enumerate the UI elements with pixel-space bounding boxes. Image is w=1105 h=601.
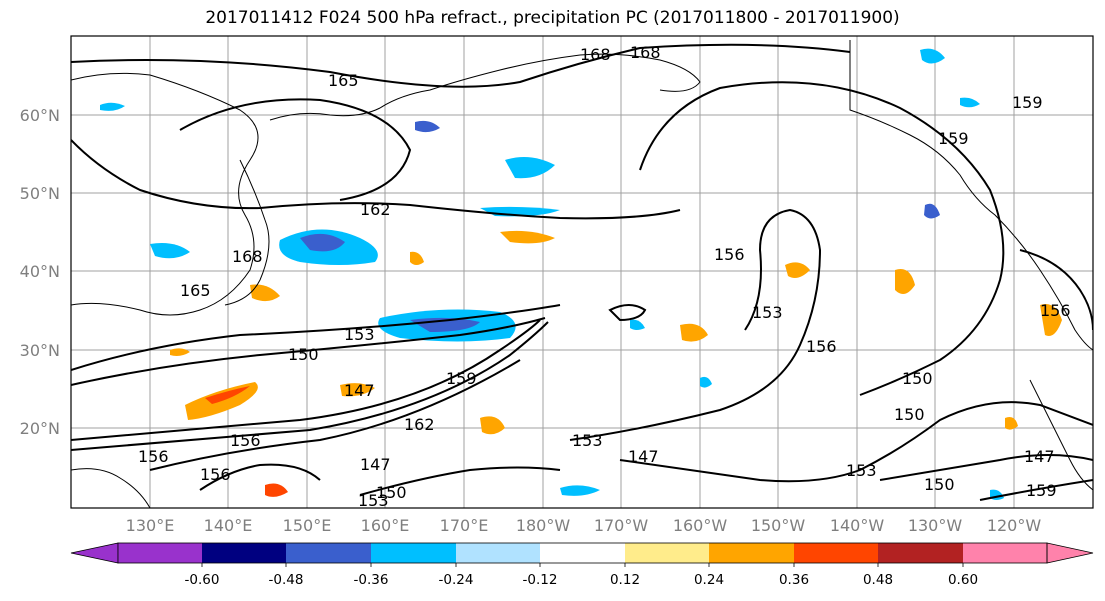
contour-label: 159 — [1012, 93, 1043, 112]
colorbar-segment — [963, 543, 1047, 563]
longitude-labels: 130°E 140°E 150°E 160°E 170°E 180°W 170°… — [126, 516, 1042, 535]
contour-label: 147 — [360, 455, 391, 474]
lon-label: 180°W — [516, 516, 571, 535]
colorbar-segment — [625, 543, 709, 563]
coastlines — [71, 40, 1093, 508]
lon-label: 160°E — [361, 516, 410, 535]
contour-label: 159 — [1026, 481, 1057, 500]
contour-label: 156 — [230, 431, 261, 450]
contour-label: 153 — [752, 303, 783, 322]
contour-label: 156 — [714, 245, 745, 264]
lon-label: 160°W — [673, 516, 728, 535]
contour-label: 153 — [358, 491, 389, 510]
contour-label: 156 — [200, 465, 231, 484]
contour-label: 165 — [328, 71, 359, 90]
lon-label: 130°E — [126, 516, 175, 535]
map-title: 2017011412 F024 500 hPa refract., precip… — [205, 8, 900, 28]
lat-label: 20°N — [20, 419, 60, 438]
contour-label: 150 — [924, 475, 955, 494]
colorbar-segment — [794, 543, 878, 563]
contour-label: 150 — [902, 369, 933, 388]
contour-label: 162 — [404, 415, 435, 434]
contour-label: 147 — [344, 381, 375, 400]
contour-label: 165 — [180, 281, 211, 300]
colorbar-tick: 0.24 — [694, 572, 724, 588]
contour-label: 150 — [376, 483, 407, 502]
colorbar-tick: 0.48 — [863, 572, 893, 588]
contour-label: 153 — [572, 431, 603, 450]
contour-label: 147 — [628, 447, 659, 466]
lon-label: 150°W — [751, 516, 806, 535]
contour-label: 153 — [846, 461, 877, 480]
contour-label: 156 — [806, 337, 837, 356]
colorbar-tick: 0.12 — [610, 572, 640, 588]
colorbar-tick: -0.12 — [523, 572, 558, 588]
colorbar-segment — [118, 543, 202, 563]
contour-label: 168 — [630, 43, 661, 62]
lon-label: 140°E — [204, 516, 253, 535]
contour-label: 150 — [288, 345, 319, 364]
contour-label: 156 — [138, 447, 169, 466]
lat-label: 30°N — [20, 341, 60, 360]
colorbar-tick: 0.60 — [948, 572, 978, 588]
lon-label: 120°W — [987, 516, 1042, 535]
colorbar-segment — [371, 543, 456, 563]
colorbar-segment — [202, 543, 286, 563]
contour-label: 150 — [894, 405, 925, 424]
precipitation-shading — [100, 48, 1062, 500]
colorbar-segment — [709, 543, 794, 563]
colorbar-tick: -0.48 — [269, 572, 304, 588]
colorbar: -0.60 -0.48 -0.36 -0.24 -0.12 0.12 0.24 … — [70, 542, 1094, 588]
lat-label: 60°N — [20, 106, 60, 125]
colorbar-extend-high — [1046, 542, 1094, 564]
colorbar-tick: -0.60 — [185, 572, 220, 588]
contour-label: 147 — [1024, 447, 1055, 466]
colorbar-frame — [117, 542, 1048, 564]
lon-label: 150°E — [283, 516, 332, 535]
contour-labels: 165 168 168 168 159 159 162 168 165 156 … — [138, 43, 1071, 510]
lon-label: 140°W — [830, 516, 885, 535]
contour-label: 153 — [344, 325, 375, 344]
colorbar-segment — [540, 543, 625, 563]
contour-label: 159 — [446, 369, 477, 388]
colorbar-tick: 0.36 — [779, 572, 809, 588]
contour-label: 162 — [360, 200, 391, 219]
colorbar-segment — [286, 543, 371, 563]
lat-label: 40°N — [20, 262, 60, 281]
lat-label: 50°N — [20, 184, 60, 203]
map-frame — [70, 35, 1094, 509]
contour-label: 168 — [232, 247, 263, 266]
contour-label: 156 — [1040, 301, 1071, 320]
lon-label: 130°W — [908, 516, 963, 535]
lon-label: 170°E — [440, 516, 489, 535]
contour-label: 159 — [938, 129, 969, 148]
colorbar-segment — [456, 543, 540, 563]
colorbar-tick: -0.24 — [439, 572, 474, 588]
contour-label: 168 — [580, 45, 611, 64]
latitude-labels: 60°N 50°N 40°N 30°N 20°N — [20, 106, 60, 438]
height-contours — [71, 43, 1093, 501]
colorbar-segment — [878, 543, 963, 563]
colorbar-tick: -0.36 — [354, 572, 389, 588]
lon-label: 170°W — [594, 516, 649, 535]
colorbar-extend-low — [70, 542, 119, 564]
